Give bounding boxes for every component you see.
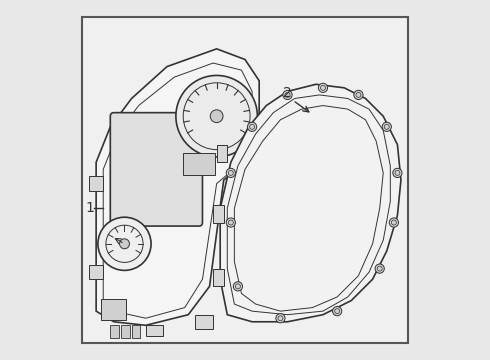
Polygon shape (96, 49, 259, 325)
Circle shape (233, 282, 243, 291)
Circle shape (247, 122, 257, 131)
Circle shape (176, 76, 257, 157)
Circle shape (318, 83, 328, 93)
Circle shape (120, 239, 129, 249)
Polygon shape (196, 315, 213, 329)
Polygon shape (213, 205, 224, 222)
Circle shape (226, 218, 235, 227)
FancyBboxPatch shape (183, 153, 215, 175)
FancyBboxPatch shape (101, 299, 126, 320)
Polygon shape (220, 84, 401, 322)
Polygon shape (146, 325, 164, 336)
Circle shape (210, 110, 223, 122)
Circle shape (389, 218, 398, 227)
Bar (110, 325, 119, 338)
FancyBboxPatch shape (82, 17, 408, 343)
Circle shape (354, 90, 363, 100)
Polygon shape (89, 176, 103, 191)
Circle shape (382, 122, 392, 131)
Polygon shape (89, 265, 103, 279)
Text: 2: 2 (283, 86, 292, 100)
Circle shape (276, 314, 285, 323)
Polygon shape (217, 145, 227, 162)
Circle shape (375, 264, 384, 273)
Circle shape (98, 217, 151, 270)
Text: 1: 1 (85, 201, 95, 215)
Bar (132, 325, 141, 338)
Circle shape (393, 168, 402, 177)
Circle shape (333, 306, 342, 316)
FancyBboxPatch shape (110, 113, 202, 226)
Polygon shape (213, 269, 224, 286)
Circle shape (226, 168, 235, 177)
Bar (121, 325, 130, 338)
Circle shape (283, 90, 292, 100)
